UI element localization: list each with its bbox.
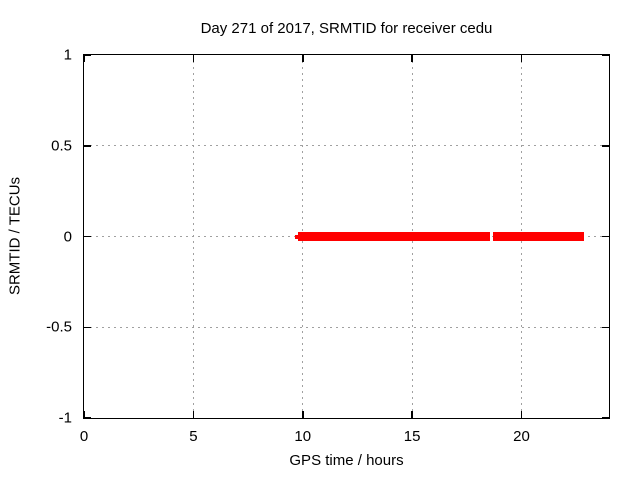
y-tick-left xyxy=(84,54,91,56)
x-tick-label: 10 xyxy=(294,428,312,445)
x-tick-top xyxy=(411,55,413,62)
y-tick-left xyxy=(84,145,91,147)
y-tick-left xyxy=(84,326,91,328)
y-gridline xyxy=(84,326,609,328)
data-line-segment xyxy=(298,232,490,241)
x-tick-bottom xyxy=(520,411,523,418)
x-axis-label: GPS time / hours xyxy=(289,452,404,469)
y-tick-label: -1 xyxy=(58,409,72,427)
y-tick-right xyxy=(602,417,609,419)
x-tick-label: 5 xyxy=(189,428,198,445)
x-tick-label: 20 xyxy=(513,428,530,445)
chart-title: Day 271 of 2017, SRMTID for receiver ced… xyxy=(200,20,493,37)
x-tick-label: 15 xyxy=(403,428,421,445)
y-tick-right xyxy=(602,235,609,238)
y-tick-label: 0.5 xyxy=(51,137,72,155)
y-tick-label: 0 xyxy=(63,228,72,245)
x-tick-top xyxy=(520,55,523,62)
data-line-segment xyxy=(295,234,300,239)
data-line-segment xyxy=(492,232,585,241)
x-tick-bottom xyxy=(192,411,195,418)
y-tick-label: -0.5 xyxy=(46,318,72,336)
x-tick-top xyxy=(302,55,304,62)
y-tick-right xyxy=(602,326,609,328)
y-tick-right xyxy=(602,54,609,56)
x-tick-top xyxy=(192,55,195,62)
x-tick-bottom xyxy=(411,411,413,418)
y-axis-label: SRMTID / TECUs xyxy=(6,176,24,296)
y-tick-label: 1 xyxy=(63,46,72,64)
x-tick-top xyxy=(83,55,85,62)
x-tick-label: 0 xyxy=(79,428,89,445)
y-tick-left xyxy=(84,235,91,238)
plot-area-border xyxy=(83,54,610,419)
y-tick-left xyxy=(84,417,91,419)
x-tick-bottom xyxy=(302,411,304,418)
y-tick-right xyxy=(602,145,609,147)
y-gridline xyxy=(84,145,609,147)
x-tick-bottom xyxy=(83,411,85,418)
